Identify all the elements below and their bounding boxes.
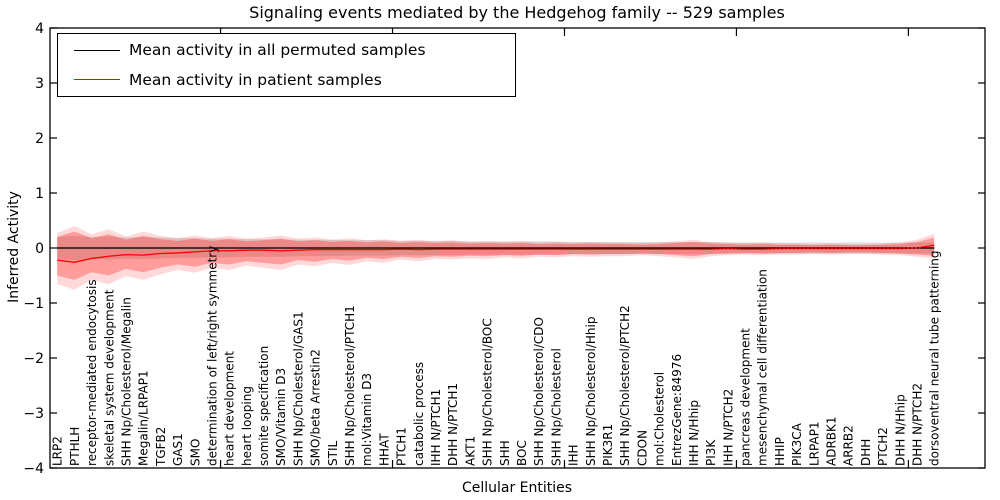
y-axis-label: Inferred Activity [6, 191, 22, 303]
y-tick-label: 0 [35, 241, 44, 257]
category-label: SHH [498, 440, 512, 466]
legend-label-permuted: Mean activity in all permuted samples [129, 41, 426, 60]
category-label: dorsoventral neural tube patterning [928, 250, 942, 466]
y-tick-label: −3 [23, 406, 44, 422]
category-label: PI3K [704, 439, 718, 466]
category-label: SMO [188, 439, 202, 466]
category-label: DHH N/PTCH1 [446, 383, 460, 466]
y-tick-label: 3 [35, 76, 44, 92]
y-tick-label: −2 [23, 351, 44, 367]
category-label: SHH Np/Cholesterol/Megalin [119, 297, 133, 466]
category-label: PTHLH [68, 427, 82, 466]
category-label: PTCH2 [876, 427, 890, 466]
category-label: receptor-mediated endocytosis [85, 279, 99, 466]
category-label: ARRB2 [842, 425, 856, 466]
permuted-line-swatch-icon [74, 49, 120, 51]
patient-spread-band-inner [57, 231, 935, 280]
category-label: heart development [223, 351, 237, 466]
category-label: STIL [326, 441, 340, 466]
category-label: CDON [635, 430, 649, 466]
patient-spread-band-outer [57, 226, 935, 290]
category-label: mesenchymal cell differentiation [756, 269, 770, 466]
category-label: IHH N/Hhip [687, 400, 701, 466]
y-tick-label: 4 [35, 21, 44, 37]
x-axis-label: Cellular Entities [461, 480, 573, 496]
category-label: HHIP [773, 437, 787, 466]
legend: Mean activity in all permuted samples Me… [57, 33, 516, 97]
category-label: mol:Cholesterol [653, 372, 667, 466]
category-label: catabolic process [412, 362, 426, 466]
category-label: SMO/beta Arrestin2 [309, 349, 323, 466]
category-label: heart looping [240, 386, 254, 466]
chart-title: Signaling events mediated by the Hedgeho… [249, 3, 785, 22]
category-label: somite specification [257, 346, 271, 466]
category-label: pancreas development [739, 328, 753, 466]
category-label: SHH Np/Cholesterol/PTCH1 [343, 305, 357, 466]
y-tick-label: −1 [23, 296, 44, 312]
y-tick-label: 2 [35, 131, 44, 147]
category-label: GAS1 [171, 433, 185, 466]
category-label: PIK3CA [790, 422, 804, 466]
category-label: SHH Np/Cholesterol [549, 348, 563, 466]
legend-label-patient: Mean activity in patient samples [129, 70, 382, 89]
category-label: Megalin/LRPAP1 [137, 370, 151, 466]
category-label: SHH Np/Cholesterol/GAS1 [291, 311, 305, 466]
legend-item-patient: Mean activity in patient samples [58, 66, 515, 94]
category-label: AKT1 [463, 436, 477, 466]
category-label: HHAT [377, 433, 391, 466]
category-label: PIK3R1 [601, 424, 615, 466]
category-label: SHH Np/Cholesterol/CDO [532, 317, 546, 466]
y-tick-label: −4 [23, 461, 44, 477]
patient-mean-line [57, 244, 935, 263]
category-label: IHH N/PTCH1 [429, 389, 443, 466]
category-label: skeletal system development [102, 289, 116, 466]
category-label: IHH [567, 444, 581, 466]
category-label: determination of left/right symmetry [205, 246, 219, 466]
legend-item-permuted: Mean activity in all permuted samples [58, 36, 515, 64]
category-label: BOC [515, 440, 529, 466]
category-label: EntrezGene:84976 [670, 354, 684, 466]
category-label: SHH Np/Cholesterol/Hhip [584, 317, 598, 466]
category-label: DHH N/Hhip [893, 394, 907, 466]
category-label: mol:Vitamin D3 [360, 373, 374, 466]
y-tick-label: 1 [35, 186, 44, 202]
category-label: DHH N/PTCH2 [911, 383, 925, 466]
category-label: IHH N/PTCH2 [721, 389, 735, 466]
category-label: DHH [859, 439, 873, 466]
patient-line-swatch-icon [74, 79, 120, 81]
category-label: SHH Np/Cholesterol/PTCH2 [618, 305, 632, 466]
category-label: PTCH1 [395, 427, 409, 466]
category-label: SHH Np/Cholesterol/BOC [481, 318, 495, 466]
category-label: TGFB2 [154, 427, 168, 467]
category-label: SMO/Vitamin D3 [274, 368, 288, 466]
category-label: LRP2 [51, 436, 65, 466]
category-label: ADRBK1 [825, 416, 839, 466]
category-label: LRPAP1 [807, 421, 821, 466]
